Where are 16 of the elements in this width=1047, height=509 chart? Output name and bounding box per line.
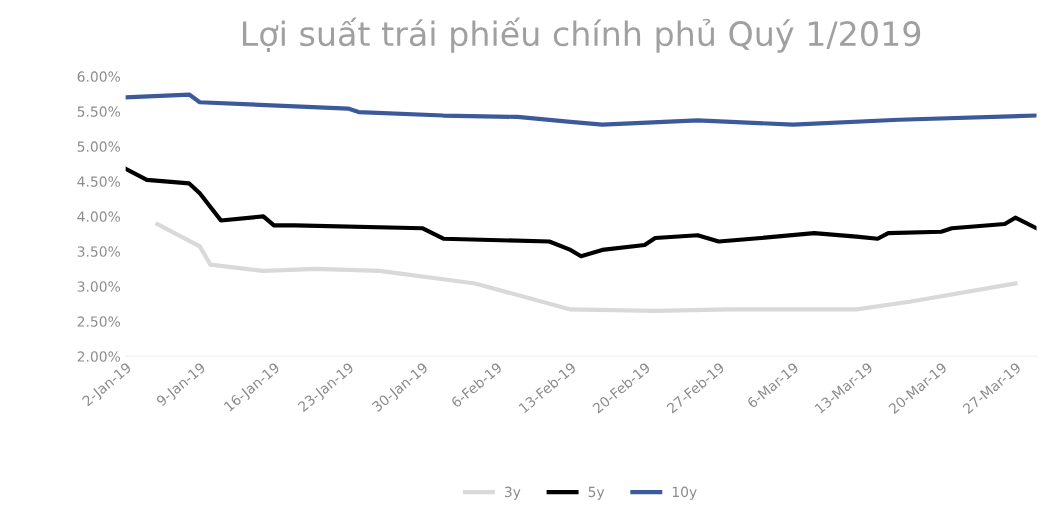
y-tick-label: 2.50%	[77, 316, 121, 327]
y-tick-label: 4.00%	[77, 211, 121, 222]
legend-label: 5y	[588, 486, 605, 500]
y-tick-label: 5.50%	[77, 106, 121, 117]
chart-title: Lợi suất trái phiếu chính phủ Quý 1/2019	[242, 17, 921, 53]
line-series	[155, 221, 1018, 313]
line-series	[125, 92, 1037, 127]
y-tick-label: 5.00%	[77, 141, 121, 152]
legend-label: 10y	[672, 486, 697, 500]
line-series	[125, 166, 1037, 259]
y-tick-label: 3.00%	[77, 281, 121, 292]
y-tick-label: 2.00%	[77, 351, 121, 362]
y-tick-label: 3.50%	[77, 246, 121, 257]
y-tick-label: 4.50%	[77, 176, 121, 187]
legend-label: 3y	[504, 486, 521, 500]
y-tick-label: 6.00%	[77, 71, 121, 82]
